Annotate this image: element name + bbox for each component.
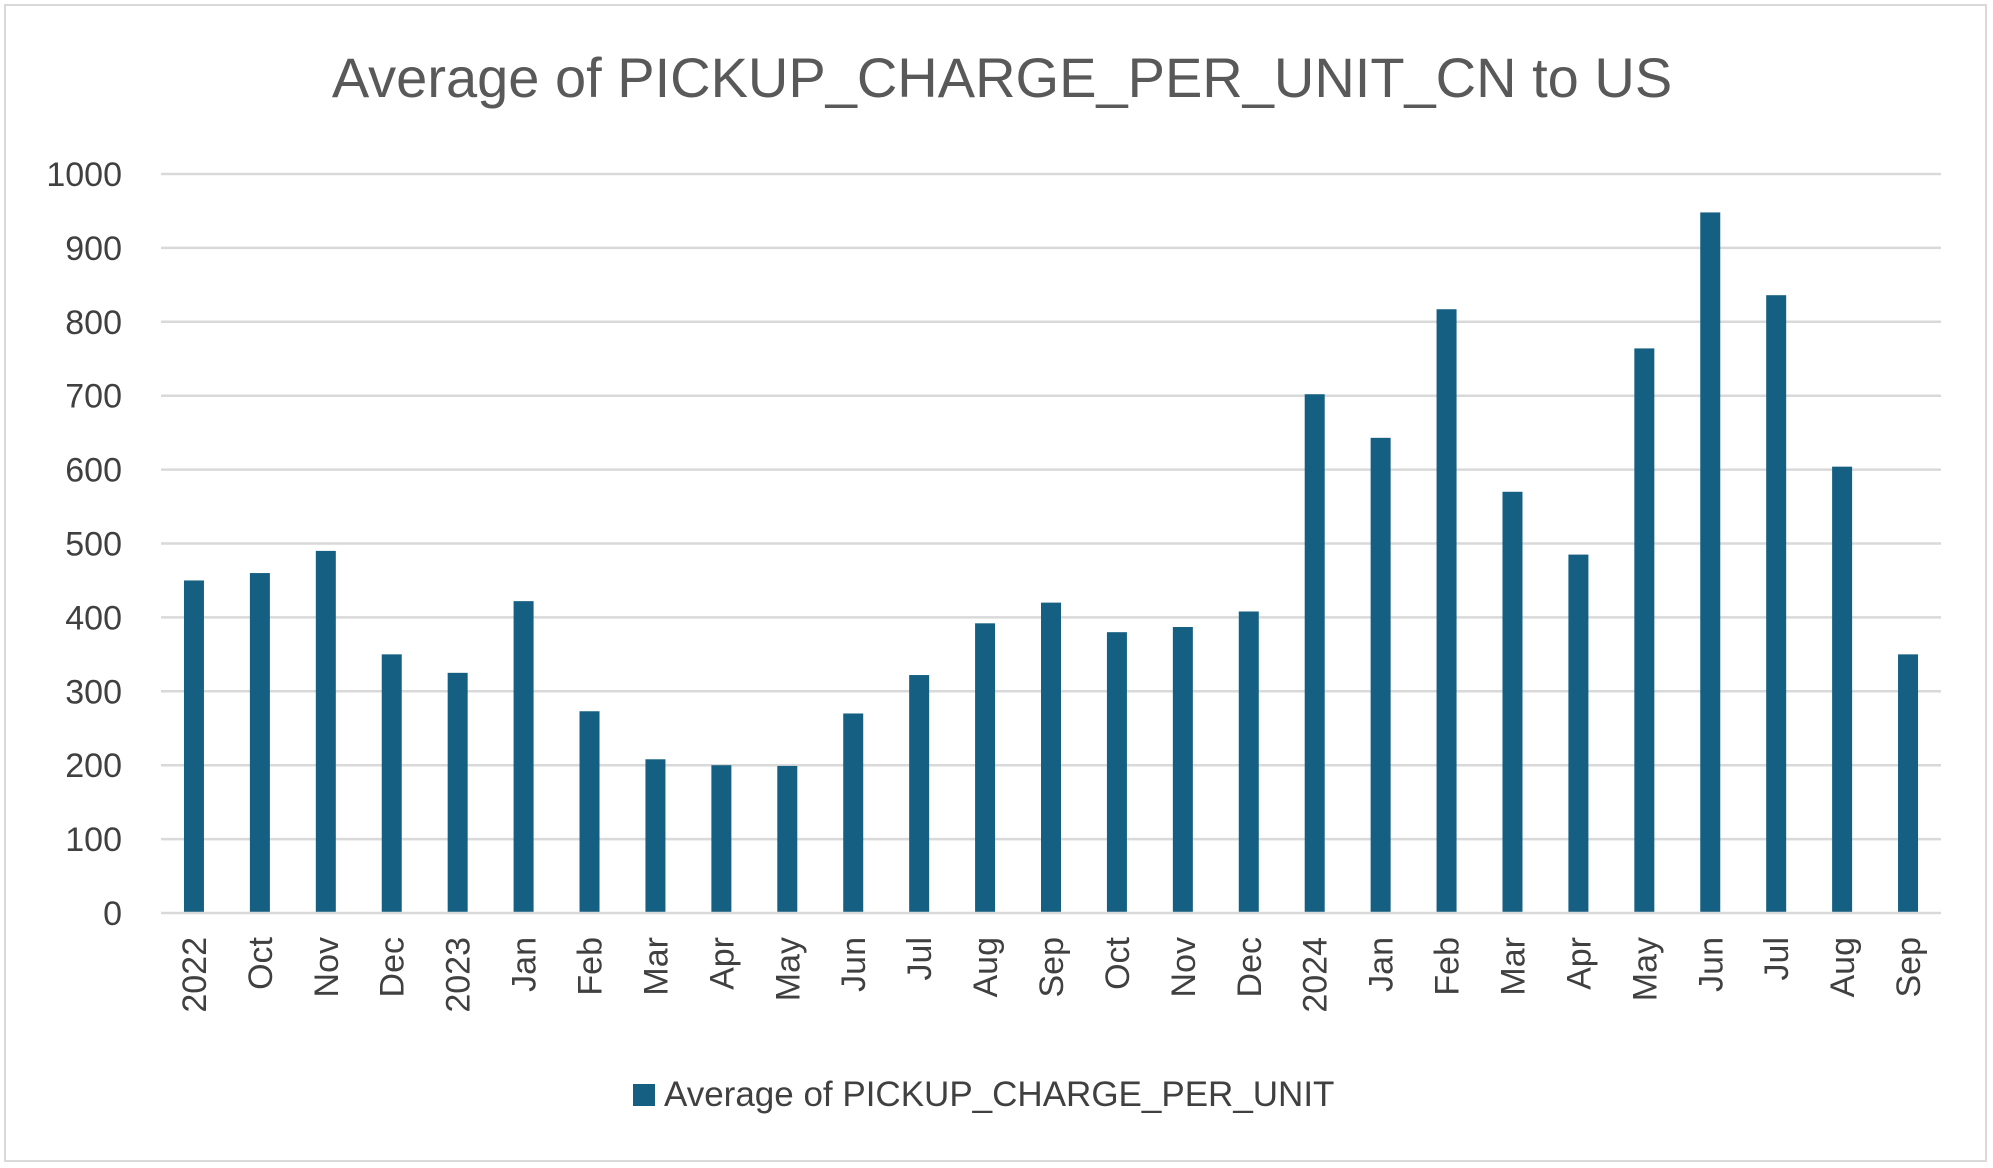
x-tick-label: Sep [1033, 937, 1071, 998]
bar [1766, 295, 1787, 913]
y-tick-label: 1000 [46, 156, 122, 194]
x-tick-label: Nov [1165, 937, 1203, 997]
x-tick-label: Sep [1890, 937, 1928, 998]
y-tick-label: 500 [65, 526, 122, 564]
bar [579, 711, 600, 913]
x-tick-label: Feb [1429, 937, 1467, 996]
bar [1370, 437, 1391, 913]
x-tick-label: Jun [1692, 937, 1730, 992]
bar [1106, 632, 1127, 913]
bar [183, 580, 204, 913]
x-tick-label: Aug [967, 937, 1005, 998]
bar [1172, 627, 1193, 913]
x-tick-label: Apr [703, 937, 741, 990]
x-tick-label: May [1626, 937, 1664, 1001]
bar [1041, 602, 1061, 913]
x-tick-label: Mar [1494, 937, 1532, 996]
bar [315, 550, 336, 913]
bar [1832, 466, 1853, 913]
legend[interactable]: Average of PICKUP_CHARGE_PER_UNIT [633, 1075, 1334, 1114]
x-tick-label: 2024 [1297, 937, 1335, 1013]
y-tick-label: 400 [65, 599, 122, 637]
y-tick-label: 0 [103, 895, 122, 933]
x-tick-label: Dec [1231, 937, 1269, 997]
bars [183, 212, 1919, 914]
bar [1898, 654, 1919, 913]
x-tick-label: Dec [374, 937, 412, 997]
x-tick-label: Jan [506, 937, 544, 992]
y-tick-label: 800 [65, 304, 122, 342]
y-tick-label: 700 [65, 378, 122, 416]
bar [777, 765, 798, 913]
bar [381, 654, 402, 913]
bar [1700, 212, 1721, 914]
bar [1304, 394, 1325, 913]
y-tick-label: 600 [65, 452, 122, 490]
chart-title: Average of PICKUP_CHARGE_PER_UNIT_CN to … [332, 46, 1672, 109]
bar [645, 759, 666, 913]
x-tick-label: Feb [572, 937, 610, 996]
legend-label: Average of PICKUP_CHARGE_PER_UNIT [664, 1075, 1334, 1114]
x-tick-label: Jul [901, 937, 939, 980]
bar [975, 623, 996, 913]
bar [843, 713, 864, 913]
bar [447, 672, 468, 913]
legend-swatch [633, 1084, 655, 1106]
x-tick-label: Jan [1363, 937, 1401, 992]
y-tick-label: 200 [65, 747, 122, 785]
bar [513, 601, 534, 913]
bar [1238, 611, 1259, 913]
bar [909, 675, 930, 913]
bar [1568, 554, 1589, 913]
x-tick-label: 2022 [176, 937, 214, 1013]
bar [249, 573, 270, 913]
x-tick-label: Jul [1758, 937, 1796, 980]
x-tick-label: Jun [835, 937, 873, 992]
x-tick-label: Aug [1824, 937, 1862, 998]
y-axis-ticks: 0 100 200 300 400 500 600 700 800 900 1000 [46, 156, 122, 933]
x-tick-label: Mar [637, 937, 675, 996]
x-tick-label: Apr [1560, 937, 1598, 990]
bar [1502, 491, 1523, 913]
bar [1634, 348, 1655, 913]
y-tick-label: 300 [65, 673, 122, 711]
x-tick-label: Oct [242, 936, 280, 989]
bar [711, 765, 732, 913]
y-tick-label: 100 [65, 821, 122, 859]
x-tick-label: Oct [1099, 936, 1137, 989]
x-tick-label: 2023 [440, 937, 478, 1013]
bar [1436, 309, 1457, 913]
y-tick-label: 900 [65, 230, 122, 268]
x-tick-label: Nov [308, 937, 346, 997]
x-tick-label: May [769, 937, 807, 1001]
x-axis-ticks: 2022 Oct Nov Dec 2023 Jan Feb Mar Apr May Jun Jul Au… [176, 936, 1928, 1012]
